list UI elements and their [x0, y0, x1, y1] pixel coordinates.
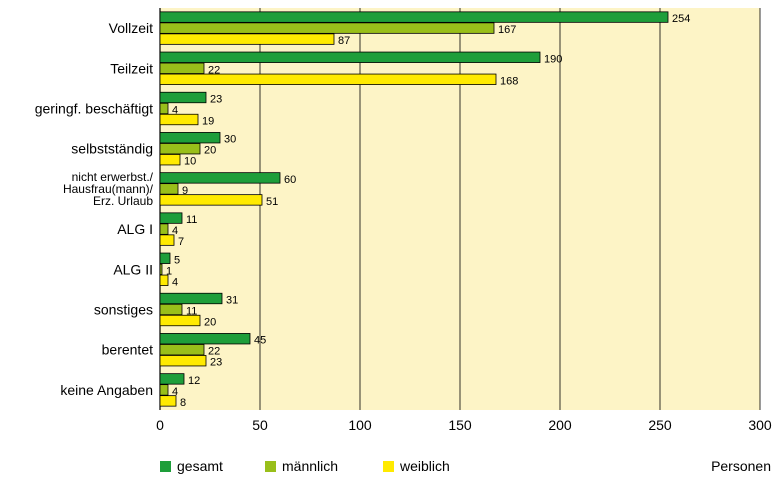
bar	[159, 355, 207, 367]
bar	[159, 314, 201, 327]
legend-label: weiblich	[399, 458, 450, 474]
bar	[159, 143, 201, 155]
data-label: 12	[188, 375, 200, 387]
bar	[159, 62, 205, 74]
bar	[159, 212, 183, 224]
data-label: 11	[186, 306, 197, 318]
category-label: berentet	[102, 342, 153, 358]
bar	[159, 172, 281, 184]
legend-swatch	[265, 461, 276, 472]
category-label: ALG II	[113, 261, 153, 277]
bar	[159, 194, 263, 206]
data-label: 5	[174, 254, 180, 266]
bar	[159, 263, 163, 275]
data-label: 20	[204, 145, 216, 157]
x-tick-label: 250	[648, 417, 672, 433]
legend: gesamt männlich weiblich	[160, 458, 450, 474]
data-label: 190	[544, 53, 562, 65]
data-label: 8	[180, 397, 186, 409]
x-tick-label: 50	[252, 417, 268, 433]
data-label: 19	[202, 116, 214, 128]
x-axis-label: Personen	[711, 458, 771, 474]
data-label: 87	[338, 35, 350, 47]
bar	[159, 113, 199, 126]
data-label: 22	[208, 346, 220, 358]
bar	[159, 344, 205, 356]
category-labels: Vollzeit Teilzeit geringf. beschäftigt selb…	[35, 20, 154, 398]
bar	[159, 73, 497, 85]
bar	[159, 395, 177, 407]
category-label: selbstständig	[71, 141, 153, 157]
x-tick-labels: 0 50 100 150 200 250 300	[156, 417, 772, 433]
category-label: sonstiges	[94, 302, 153, 318]
category-label: nicht erwerbst./Hausfrau(mann)/Erz. Urla…	[63, 170, 154, 208]
data-label: 254	[672, 13, 690, 25]
bar	[159, 51, 541, 63]
data-label: 9	[182, 185, 188, 197]
data-label: 20	[204, 317, 216, 329]
bar	[159, 183, 179, 195]
bar	[159, 223, 169, 235]
bar	[159, 292, 223, 305]
bar	[159, 154, 181, 166]
x-tick-label: 0	[156, 417, 164, 433]
data-label: 11	[186, 214, 197, 226]
data-label: 60	[284, 174, 296, 186]
bar	[159, 132, 221, 144]
data-label: 30	[224, 134, 236, 146]
category-label: Vollzeit	[109, 20, 153, 36]
bar	[159, 91, 207, 104]
bar	[159, 33, 335, 45]
legend-swatch	[383, 461, 394, 472]
bar	[159, 384, 169, 396]
data-label: 7	[178, 236, 184, 248]
data-label: 4	[172, 386, 178, 398]
x-tick-label: 200	[548, 417, 572, 433]
data-label: 23	[210, 357, 222, 369]
legend-label: gesamt	[177, 458, 223, 474]
bar	[159, 22, 495, 34]
category-label: Teilzeit	[110, 60, 153, 76]
bar	[159, 373, 185, 385]
x-tick-label: 100	[348, 417, 372, 433]
bar	[159, 333, 251, 345]
x-tick-label: 150	[448, 417, 472, 433]
data-label: 1	[166, 265, 172, 277]
data-label: 167	[498, 24, 516, 36]
bar	[159, 274, 169, 286]
category-label: ALG I	[117, 221, 153, 237]
x-tick-label: 300	[748, 417, 772, 433]
data-label: 23	[210, 94, 222, 106]
bar	[159, 102, 169, 115]
legend-label: männlich	[282, 458, 338, 474]
bars: 2541678719022168234193020106095111475143…	[159, 11, 690, 409]
bar	[159, 252, 171, 264]
data-label: 4	[172, 276, 178, 288]
data-label: 22	[208, 64, 220, 76]
legend-swatch	[160, 461, 171, 472]
data-label: 51	[266, 196, 278, 208]
category-label: geringf. beschäftigt	[35, 101, 153, 117]
data-label: 4	[172, 105, 178, 117]
category-label: keine Angaben	[60, 382, 153, 398]
data-label: 168	[500, 75, 518, 87]
data-label: 31	[226, 295, 238, 307]
data-label: 10	[184, 156, 196, 168]
bar	[159, 234, 175, 246]
data-label: 4	[172, 225, 178, 237]
bar	[159, 11, 669, 23]
bar	[159, 303, 183, 316]
data-label: 45	[254, 335, 266, 347]
